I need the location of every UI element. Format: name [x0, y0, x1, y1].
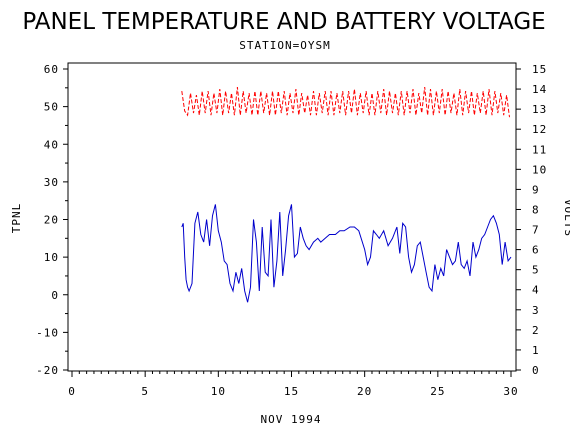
y-right-tick-label: 7: [532, 224, 540, 237]
y-left-tick-label: 40: [44, 138, 59, 151]
y-left-tick-label: -10: [36, 326, 59, 339]
series-line-volts: [181, 87, 510, 118]
y-right-tick-label: 12: [532, 123, 547, 136]
y-left-tick-label: -20: [36, 364, 59, 377]
series-layer: [181, 87, 512, 303]
chart-title: PANEL TEMPERATURE AND BATTERY VOLTAGE: [22, 9, 545, 35]
y-right-tick-label: 15: [532, 63, 547, 76]
axes: 0 5 10 15 20 25 30-20-100102030405060012345678…: [36, 63, 547, 398]
y-right-tick-label: 13: [532, 103, 547, 116]
chart-subtitle: STATION=OYSM: [239, 39, 330, 52]
y-right-tick-label: 6: [532, 244, 540, 257]
y-left-tick-label: 20: [44, 214, 59, 227]
y-left-tick-label: 10: [44, 251, 59, 264]
y-right-tick-label: 0: [532, 364, 540, 377]
y-axis-left-label: TPNL: [10, 203, 23, 234]
y-right-tick-label: 9: [532, 183, 540, 196]
y-right-tick-label: 2: [532, 324, 540, 337]
y-left-tick-label: 50: [44, 101, 59, 114]
y-left-tick-label: 30: [44, 176, 59, 189]
y-right-tick-label: 5: [532, 264, 540, 277]
x-tick-label: 30: [503, 385, 518, 398]
y-left-tick-label: 60: [44, 63, 59, 76]
y-left-tick-label: 0: [51, 289, 59, 302]
x-tick-label: 5: [141, 385, 149, 398]
y-right-tick-label: 3: [532, 304, 540, 317]
x-tick-label: 25: [430, 385, 445, 398]
y-right-tick-label: 14: [532, 83, 547, 96]
y-right-tick-label: 10: [532, 163, 547, 176]
y-right-tick-label: 4: [532, 284, 540, 297]
x-tick-label: 15: [284, 385, 299, 398]
series-line-tpnl: [181, 204, 512, 303]
y-right-tick-label: 8: [532, 203, 540, 216]
x-tick-label: 0: [68, 385, 76, 398]
y-right-tick-label: 11: [532, 143, 547, 156]
x-axis-label: NOV 1994: [261, 413, 322, 426]
y-right-tick-label: 1: [532, 344, 540, 357]
x-tick-label: 10: [211, 385, 226, 398]
y-axis-right-label: VOLTS: [562, 199, 570, 237]
x-tick-label: 20: [357, 385, 372, 398]
